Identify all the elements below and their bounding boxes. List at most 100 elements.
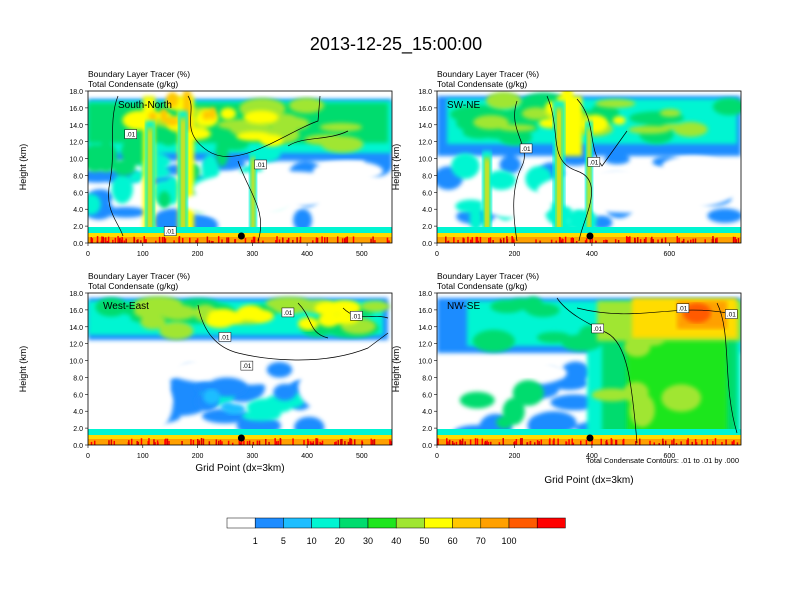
surface-spike <box>676 236 679 243</box>
colorbar-label: 100 <box>501 536 516 546</box>
colorbar-swatch <box>339 517 369 529</box>
surface-spike <box>154 442 156 445</box>
surface-spike <box>388 240 390 243</box>
field-blob <box>215 137 229 167</box>
field-blob <box>207 308 238 324</box>
contour-label-box <box>350 311 363 321</box>
surface-spike <box>319 441 321 445</box>
surface-spike <box>307 440 310 445</box>
panel-label: NW-SE <box>447 301 480 312</box>
surface-spike <box>529 441 531 445</box>
x-tick-label: 100 <box>137 251 149 258</box>
field-blob <box>236 131 272 141</box>
surface-spike <box>244 237 247 243</box>
surface-spike <box>102 237 105 243</box>
surface-spike <box>562 238 564 243</box>
x-tick-label: 500 <box>356 251 368 258</box>
field-blob <box>612 116 626 125</box>
field-blob <box>133 303 164 319</box>
surface-spike <box>251 239 253 243</box>
surface-spike <box>571 438 573 445</box>
panel-west-east: .01 .01 .01 .01 Boundary Layer Tracer (%) T… <box>18 271 393 474</box>
surface-spike <box>389 439 391 445</box>
surface-spike <box>733 440 735 445</box>
y-tick-label: 2.0 <box>422 224 432 231</box>
field-blob <box>220 107 237 120</box>
surface-spike <box>311 442 313 445</box>
y-tick-label: 6.0 <box>422 190 432 197</box>
field-blob <box>223 403 246 415</box>
surface-spike <box>217 236 220 243</box>
colorbar-label: 40 <box>391 536 401 546</box>
surface-spike <box>526 442 528 445</box>
field-blob <box>129 170 143 183</box>
field-blob <box>437 237 741 243</box>
surface-spike <box>91 238 94 243</box>
surface-spike <box>208 240 211 243</box>
surface-spike <box>629 236 631 243</box>
surface-spike <box>732 236 735 243</box>
surface-spike <box>372 439 374 445</box>
condensate-contour <box>576 307 728 315</box>
x-tick-label: 500 <box>356 453 368 460</box>
condensate-contour <box>108 95 124 237</box>
colorbar-label: 10 <box>307 536 317 546</box>
surface-spike <box>312 240 314 243</box>
surface-spike <box>161 236 164 243</box>
surface-spike <box>165 438 167 445</box>
surface-spike <box>265 438 267 445</box>
surface-spike <box>121 237 124 243</box>
y-tick-label: 18.0 <box>69 291 83 298</box>
field-blob <box>673 121 708 137</box>
x-tick-label: 300 <box>246 251 258 258</box>
field-blob <box>248 309 274 323</box>
surface-spike <box>145 239 147 243</box>
surface-spike <box>474 438 477 445</box>
surface-spike <box>451 440 454 445</box>
surface-spike <box>492 240 494 243</box>
surface-spike <box>309 441 312 445</box>
surface-spike <box>276 236 278 243</box>
condensate-contour <box>287 130 349 147</box>
y-tick-label: 8.0 <box>73 173 83 180</box>
contour-label-box <box>281 307 295 318</box>
surface-spike <box>210 240 213 243</box>
surface-spike <box>316 237 319 243</box>
surface-spike <box>714 438 717 445</box>
surface-spike <box>258 440 261 445</box>
field-blob <box>604 154 630 165</box>
surface-spike <box>286 239 289 243</box>
y-tick-label: 0.0 <box>422 443 432 450</box>
surface-spike <box>600 438 602 445</box>
surface-spike <box>90 237 92 243</box>
surface-spike <box>354 439 356 445</box>
condensate-contour <box>197 304 389 361</box>
surface-spike <box>538 441 540 445</box>
surface-spike <box>610 438 613 445</box>
surface-spike <box>143 236 146 243</box>
surface-spike <box>198 440 201 445</box>
colorbar-swatch <box>367 517 397 529</box>
x-tick-label: 200 <box>192 251 204 258</box>
field-blob <box>499 155 522 174</box>
surface-spike <box>453 442 455 445</box>
colorbar-label: 60 <box>448 536 458 546</box>
surface-spike <box>513 442 515 445</box>
surface-spike <box>312 442 314 445</box>
surface-spike <box>552 440 555 445</box>
surface-spike <box>606 442 609 445</box>
surface-spike <box>682 238 685 243</box>
surface-spike <box>148 438 150 445</box>
surface-spike <box>455 441 458 445</box>
field-blob <box>455 199 487 213</box>
surface-spike <box>603 239 605 243</box>
field-blob <box>293 208 313 232</box>
field-blob <box>482 194 552 218</box>
field-blob <box>485 161 489 243</box>
panel-title-line1: Boundary Layer Tracer (%) <box>88 69 190 79</box>
field-layer <box>148 131 152 243</box>
surface-spike <box>617 240 620 243</box>
contour-label: .01 <box>220 334 229 341</box>
field-blob <box>712 98 741 116</box>
x-tick-label: 400 <box>301 251 313 258</box>
